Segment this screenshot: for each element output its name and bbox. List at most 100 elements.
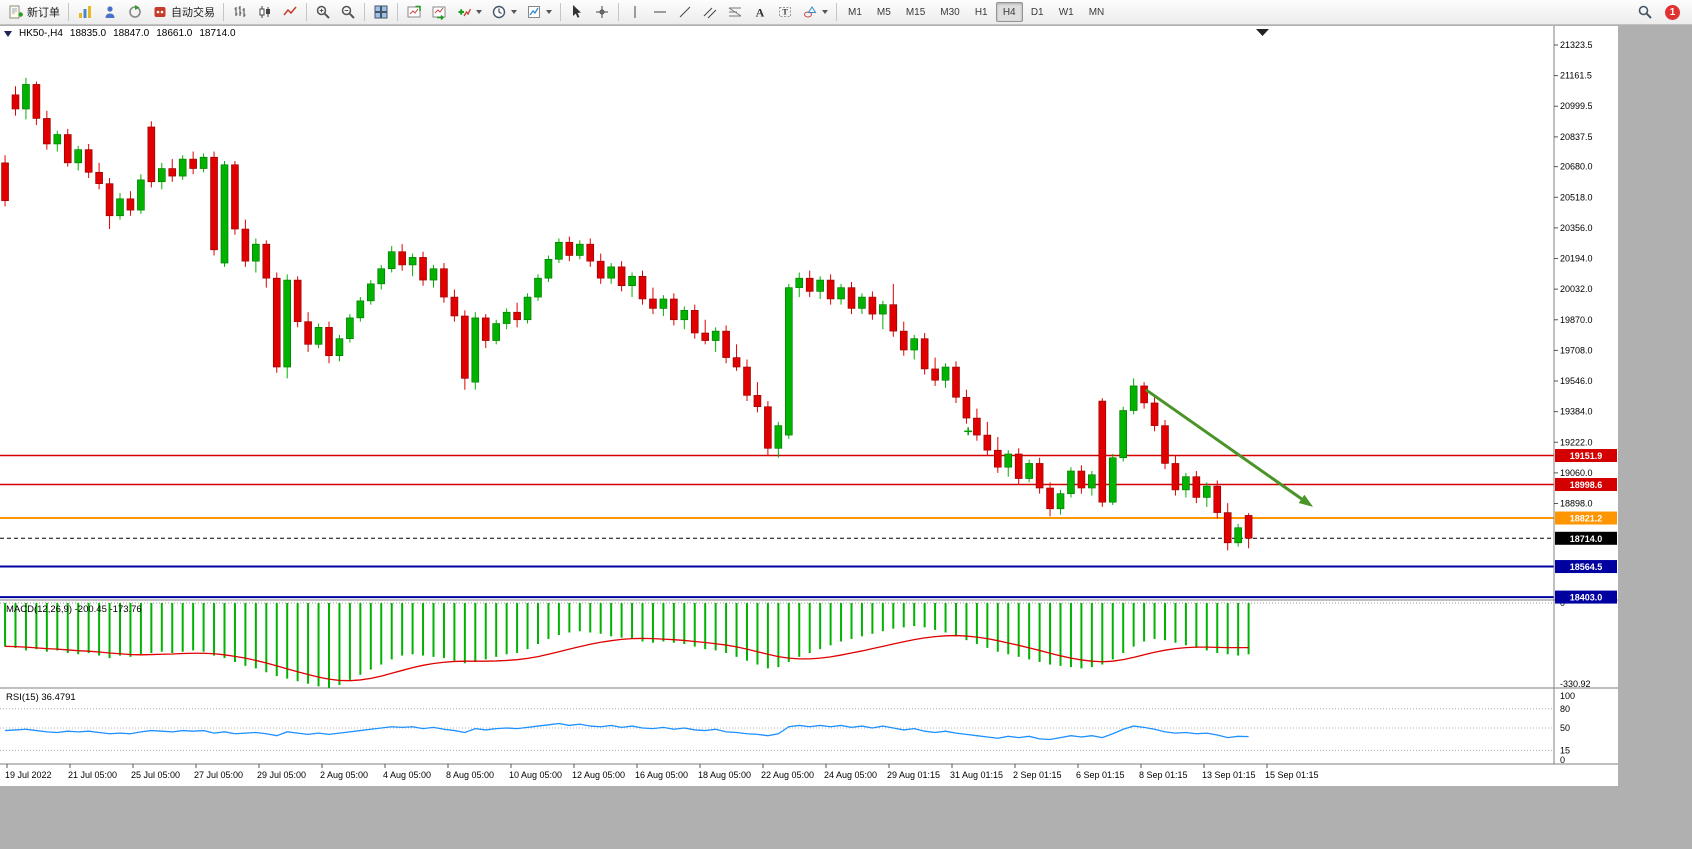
label-tool-button[interactable]: T (773, 1, 797, 23)
timeframe-m5[interactable]: M5 (870, 2, 898, 22)
candle-body (210, 156, 218, 251)
candle-body (1129, 385, 1138, 411)
auto-scroll-button[interactable] (402, 1, 426, 23)
horizontal-line-tool-button[interactable] (648, 1, 672, 23)
chart-window[interactable]: HK50-,H4 18835.0 18847.0 18661.0 18714.0… (0, 26, 1618, 786)
candle-body (1140, 385, 1148, 404)
candle-body (1014, 453, 1023, 479)
refresh-button[interactable] (123, 1, 147, 23)
timeframe-mn[interactable]: MN (1082, 2, 1112, 22)
candle-body (889, 304, 898, 332)
candle-body (1004, 453, 1013, 468)
toolbar-separator (618, 3, 619, 21)
toolbar-separator (223, 3, 224, 21)
chart-canvas[interactable]: 21323.5 21161.5 20999.5 20837.5 20680.0 20518… (0, 26, 1618, 786)
candle-body (993, 449, 1002, 468)
indicators-button[interactable] (452, 1, 486, 23)
auto-trading-button[interactable]: 自动交易 (148, 1, 219, 23)
candle-body (231, 164, 239, 230)
new-chart-button[interactable] (73, 1, 97, 23)
zoom-in-button[interactable] (311, 1, 335, 23)
timeframe-h4[interactable]: H4 (995, 2, 1023, 22)
trendline-tool-button[interactable] (673, 1, 697, 23)
timeframe-d1[interactable]: D1 (1024, 2, 1051, 22)
line-chart-mode-button[interactable] (278, 1, 302, 23)
candle-body (283, 279, 292, 368)
price-axis-label: 20837.5 (1560, 132, 1593, 142)
candle-body (1234, 527, 1242, 544)
candle-body (481, 317, 490, 341)
time-axis-label: 13 Sep 01:15 (1202, 770, 1256, 780)
candlestick-mode-button[interactable] (253, 1, 277, 23)
text-tool-button[interactable]: A (748, 1, 772, 23)
cursor-tool-button[interactable] (565, 1, 589, 23)
templates-button[interactable] (522, 1, 556, 23)
candle-body (743, 366, 751, 396)
vertical-line-tool-button[interactable] (623, 1, 647, 23)
time-axis-label: 10 Aug 05:00 (509, 770, 562, 780)
price-line-badge-label: 19151.9 (1570, 451, 1603, 461)
chart-title: HK50-,H4 18835.0 18847.0 18661.0 18714.0 (4, 27, 236, 40)
price-axis-label: 19708.0 (1560, 345, 1593, 355)
bar-chart-mode-button[interactable] (228, 1, 252, 23)
candle-body (575, 243, 584, 256)
timeframe-m1[interactable]: M1 (841, 2, 869, 22)
notification-badge[interactable]: 1 (1665, 4, 1680, 20)
channel-tool-button[interactable] (698, 1, 722, 23)
auto-scroll-icon (407, 5, 421, 18)
main-toolbar: 新订单 自动交易 (0, 0, 1692, 25)
label-icon: T (779, 7, 791, 17)
candle-body (795, 277, 804, 288)
window-menu-icon[interactable] (4, 30, 12, 37)
shapes-tool-button[interactable] (798, 1, 832, 23)
candle-body (638, 275, 647, 300)
text-icon: A (756, 6, 765, 20)
toolbar-separator (364, 3, 365, 21)
chart-low: 18661.0 (156, 28, 193, 39)
chart-high: 18847.0 (113, 28, 150, 39)
timeframe-m30[interactable]: M30 (933, 2, 966, 22)
time-axis-label: 24 Aug 05:00 (824, 770, 877, 780)
candle-body (1046, 487, 1054, 510)
timeframe-w1[interactable]: W1 (1052, 2, 1081, 22)
candle-body (1056, 493, 1065, 510)
chevron-down-icon (822, 10, 828, 14)
timeframe-h1[interactable]: H1 (968, 2, 995, 22)
price-axis-label: 20032.0 (1560, 284, 1593, 294)
timeframe-m15[interactable]: M15 (899, 2, 932, 22)
cursor-icon (573, 5, 581, 18)
chart-shift-button[interactable] (427, 1, 451, 23)
candle-body (116, 198, 124, 217)
rsi-axis-label: 100 (1560, 691, 1575, 701)
crosshair-tool-button[interactable] (590, 1, 614, 23)
candle-body (147, 126, 156, 183)
price-axis-label: 20194.0 (1560, 254, 1593, 264)
candle-body (43, 118, 51, 145)
tile-windows-button[interactable] (369, 1, 393, 23)
time-axis-label: 29 Jul 05:00 (257, 770, 306, 780)
periods-button[interactable] (487, 1, 521, 23)
toolbar-separator (560, 3, 561, 21)
profiles-button[interactable] (98, 1, 122, 23)
candle-body (952, 366, 960, 398)
candle-body (262, 243, 271, 279)
candle-body (32, 84, 41, 119)
trend-arrow-line (1144, 388, 1303, 501)
time-axis-label: 2 Aug 05:00 (320, 770, 368, 780)
chart-open: 18835.0 (69, 28, 107, 39)
new-order-button[interactable]: 新订单 (4, 1, 64, 23)
fibonacci-tool-button[interactable] (723, 1, 747, 23)
zoom-out-button[interactable] (336, 1, 360, 23)
time-axis-label: 6 Sep 01:15 (1076, 770, 1125, 780)
search-button[interactable] (1633, 1, 1657, 23)
price-line-badge (1555, 590, 1617, 604)
candle-body (137, 179, 145, 211)
candle-body (847, 287, 856, 309)
time-axis-label: 8 Sep 01:15 (1139, 770, 1188, 780)
candle-body (722, 330, 730, 358)
candle-body (868, 296, 877, 315)
price-line-badge-label: 18821.2 (1570, 514, 1603, 524)
search-icon (1638, 5, 1652, 19)
candle-body (1119, 410, 1127, 459)
price-axis-label: 19384.0 (1560, 407, 1593, 417)
